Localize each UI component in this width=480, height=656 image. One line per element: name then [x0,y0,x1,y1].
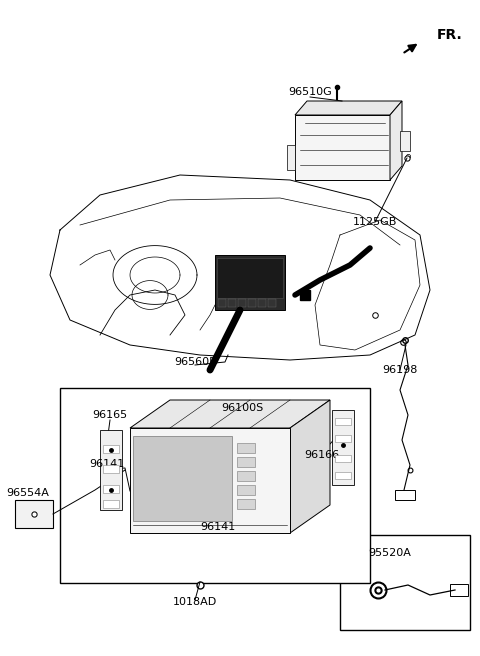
Bar [332,410,354,485]
Text: 96165: 96165 [93,410,128,420]
Bar [103,485,119,493]
Bar [400,131,410,151]
Polygon shape [290,400,330,533]
Text: 96560F: 96560F [174,357,216,367]
Text: 96554A: 96554A [7,488,49,498]
Bar [340,535,470,630]
Bar [335,418,351,425]
Bar [60,388,370,583]
Bar [218,299,226,307]
Text: 96166: 96166 [304,450,339,460]
Bar [237,499,255,509]
Text: 1018AD: 1018AD [173,597,217,607]
Text: FR.: FR. [437,28,463,42]
Bar [237,443,255,453]
Bar [335,455,351,462]
Bar [100,430,122,510]
Bar [295,115,390,180]
Bar [395,490,415,500]
Polygon shape [295,101,402,115]
Bar [217,258,283,298]
Bar [258,299,266,307]
Bar [228,299,236,307]
Text: 96510G: 96510G [288,87,332,97]
Bar [335,472,351,479]
Polygon shape [390,101,402,180]
Text: 96198: 96198 [382,365,418,375]
Polygon shape [130,400,330,428]
Bar [287,145,295,170]
Bar [238,299,246,307]
Text: 1125GB: 1125GB [353,217,397,227]
Bar [130,428,290,533]
Bar [15,500,53,528]
Bar [335,435,351,442]
Bar [237,457,255,467]
Text: 96100S: 96100S [221,403,263,413]
Bar [248,299,256,307]
Bar [450,584,468,596]
Bar [133,436,232,521]
Bar [103,445,119,453]
Bar [215,255,285,310]
Bar [103,465,119,473]
Bar [103,500,119,508]
Bar [268,299,276,307]
Text: 95520A: 95520A [369,548,411,558]
Text: 96141: 96141 [89,459,125,469]
Bar [237,485,255,495]
Bar [237,471,255,481]
Text: 96141: 96141 [200,522,236,532]
